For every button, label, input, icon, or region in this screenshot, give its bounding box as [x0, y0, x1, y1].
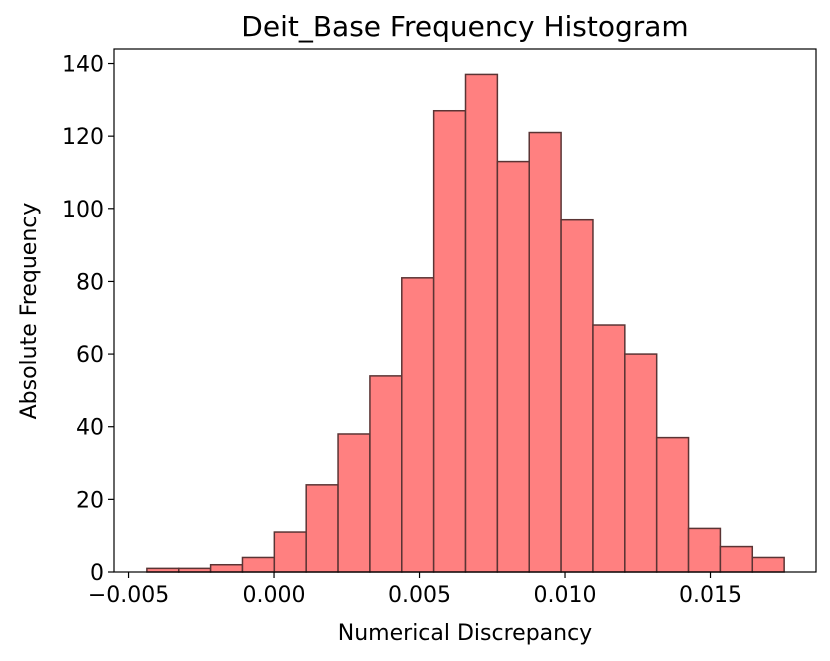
bar	[464, 73, 499, 573]
x-tick-label: −0.005	[88, 583, 169, 608]
bar	[719, 545, 754, 573]
y-tick-label: 20	[76, 488, 104, 513]
bar	[751, 556, 785, 573]
x-tick-label: 0.015	[679, 583, 742, 608]
bar	[305, 484, 339, 573]
bar	[241, 556, 276, 573]
bar	[209, 563, 244, 573]
bar	[496, 160, 530, 573]
chart-title: Deit_Base Frequency Histogram	[241, 10, 688, 43]
y-tick-label: 60	[76, 343, 104, 368]
bar	[592, 324, 626, 573]
bar	[432, 109, 467, 573]
x-tick-label: 0.005	[388, 583, 451, 608]
y-tick-label: 140	[62, 53, 104, 78]
bar	[655, 436, 690, 573]
plot-frame	[113, 48, 817, 573]
y-tick-label: 0	[90, 561, 104, 586]
bar	[528, 131, 562, 573]
bar	[401, 277, 435, 573]
y-tick-label: 100	[62, 198, 104, 223]
bar	[273, 531, 307, 573]
bar	[337, 433, 371, 573]
x-tick-label: 0.000	[243, 583, 306, 608]
x-tick-label: 0.010	[534, 583, 597, 608]
x-axis-label: Numerical Discrepancy	[338, 621, 592, 646]
y-tick-label: 80	[76, 270, 104, 295]
bar	[369, 375, 403, 573]
y-tick-label: 120	[62, 125, 104, 150]
y-tick-label: 40	[76, 416, 104, 441]
bar	[624, 353, 658, 573]
bar	[560, 218, 594, 573]
bar	[687, 527, 722, 573]
y-axis-label: Absolute Frequency	[17, 203, 42, 420]
